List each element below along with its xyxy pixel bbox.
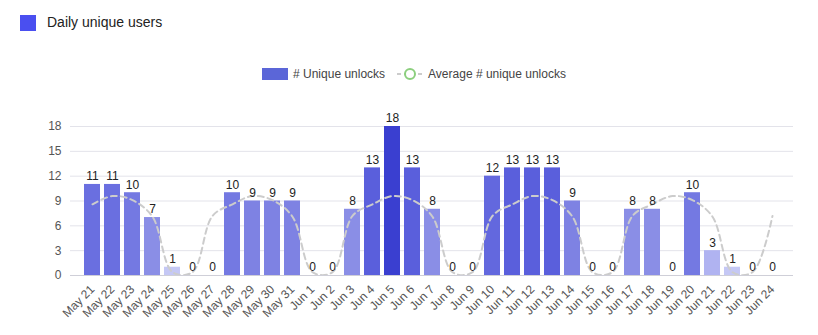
svg-text:0: 0 xyxy=(469,260,476,274)
svg-text:Jun 6: Jun 6 xyxy=(386,282,418,313)
svg-text:0: 0 xyxy=(55,268,62,282)
svg-text:13: 13 xyxy=(366,153,380,167)
svg-text:May 24: May 24 xyxy=(119,282,158,320)
svg-text:Jun 14: Jun 14 xyxy=(542,282,578,318)
svg-text:Jun 11: Jun 11 xyxy=(482,282,518,317)
svg-text:7: 7 xyxy=(149,202,156,216)
svg-text:Jun 21: Jun 21 xyxy=(682,282,718,318)
svg-text:9: 9 xyxy=(569,186,576,200)
svg-text:0: 0 xyxy=(449,260,456,274)
svg-text:Jun 23: Jun 23 xyxy=(722,282,758,318)
svg-text:9: 9 xyxy=(269,186,276,200)
svg-text:May 30: May 30 xyxy=(239,282,278,320)
svg-text:10: 10 xyxy=(226,178,240,192)
html-text:Average # unique unlocks: Average # unique unlocks xyxy=(428,67,566,81)
svg-text:1: 1 xyxy=(169,252,176,266)
svg-text:0: 0 xyxy=(309,260,316,274)
svg-text:May 25: May 25 xyxy=(139,282,178,320)
svg-text:Jun 16: Jun 16 xyxy=(582,282,618,318)
svg-text:May 21: May 21 xyxy=(59,282,98,320)
svg-text:Jun 8: Jun 8 xyxy=(426,282,458,313)
svg-text:May 22: May 22 xyxy=(79,282,118,320)
svg-text:8: 8 xyxy=(649,194,656,208)
svg-text:0: 0 xyxy=(669,260,676,274)
svg-text:Jun 15: Jun 15 xyxy=(562,282,598,318)
svg-text:0: 0 xyxy=(189,260,196,274)
svg-text:9: 9 xyxy=(289,186,296,200)
svg-text:Jun 10: Jun 10 xyxy=(462,282,498,318)
svg-text:May 29: May 29 xyxy=(219,282,258,320)
svg-text:0: 0 xyxy=(209,260,216,274)
svg-text:13: 13 xyxy=(506,153,520,167)
svg-text:13: 13 xyxy=(406,153,420,167)
svg-text:Jun 17: Jun 17 xyxy=(602,282,638,318)
svg-text:May 31: May 31 xyxy=(259,282,298,320)
svg-text:3: 3 xyxy=(709,236,716,250)
svg-text:Jun 18: Jun 18 xyxy=(622,282,658,318)
svg-text:0: 0 xyxy=(609,260,616,274)
svg-text:11: 11 xyxy=(86,169,99,183)
svg-text:Jun 9: Jun 9 xyxy=(446,282,478,313)
svg-text:9: 9 xyxy=(55,194,62,208)
svg-text:Jun 4: Jun 4 xyxy=(346,282,378,313)
svg-text:18: 18 xyxy=(386,111,400,125)
svg-text:Jun 7: Jun 7 xyxy=(406,282,438,313)
svg-text:15: 15 xyxy=(48,144,62,158)
svg-text:Jun 3: Jun 3 xyxy=(326,282,358,313)
svg-text:8: 8 xyxy=(349,194,356,208)
svg-text:6: 6 xyxy=(55,219,62,233)
svg-text:Jun 19: Jun 19 xyxy=(642,282,678,318)
svg-text:Jun 2: Jun 2 xyxy=(306,282,338,313)
svg-text:10: 10 xyxy=(126,178,140,192)
svg-text:11: 11 xyxy=(106,169,119,183)
svg-text:3: 3 xyxy=(55,244,62,258)
svg-text:May 27: May 27 xyxy=(179,282,218,320)
svg-text:Jun 1: Jun 1 xyxy=(286,282,318,313)
svg-text:13: 13 xyxy=(526,153,540,167)
html-text:Daily unique users: Daily unique users xyxy=(47,14,163,30)
svg-text:Jun 20: Jun 20 xyxy=(662,282,698,318)
svg-text:18: 18 xyxy=(48,119,62,133)
svg-text:Jun 12: Jun 12 xyxy=(502,282,538,318)
svg-text:May 23: May 23 xyxy=(99,282,138,320)
svg-text:Jun 13: Jun 13 xyxy=(522,282,558,318)
svg-text:May 26: May 26 xyxy=(159,282,198,320)
svg-text:12: 12 xyxy=(486,161,500,175)
svg-text:9: 9 xyxy=(249,186,256,200)
svg-text:May 28: May 28 xyxy=(199,282,238,320)
svg-text:10: 10 xyxy=(686,178,700,192)
svg-text:12: 12 xyxy=(48,169,62,183)
svg-text:8: 8 xyxy=(629,194,636,208)
svg-text:Jun 22: Jun 22 xyxy=(702,282,738,318)
svg-text:Jun 5: Jun 5 xyxy=(366,282,398,313)
svg-text:1: 1 xyxy=(729,252,736,266)
html-text:# Unique unlocks: # Unique unlocks xyxy=(293,67,386,81)
svg-text:0: 0 xyxy=(769,260,776,274)
svg-text:8: 8 xyxy=(429,194,436,208)
svg-text:0: 0 xyxy=(589,260,596,274)
svg-text:0: 0 xyxy=(749,260,756,274)
svg-text:Jun 24: Jun 24 xyxy=(742,282,778,318)
svg-text:0: 0 xyxy=(329,260,336,274)
svg-text:13: 13 xyxy=(546,153,560,167)
